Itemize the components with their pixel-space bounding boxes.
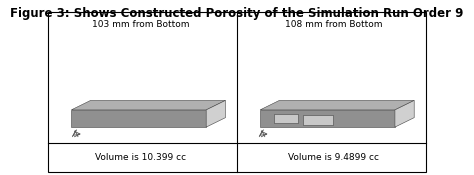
Polygon shape xyxy=(260,110,395,127)
Text: Volume is 10.399 cc: Volume is 10.399 cc xyxy=(95,153,186,162)
Polygon shape xyxy=(206,100,226,127)
Text: 103 mm from Bottom: 103 mm from Bottom xyxy=(92,20,190,29)
Text: Figure 3: Shows Constructed Porosity of the Simulation Run Order 9: Figure 3: Shows Constructed Porosity of … xyxy=(10,6,464,20)
Text: 108 mm from Bottom: 108 mm from Bottom xyxy=(284,20,382,29)
Polygon shape xyxy=(395,100,414,127)
Polygon shape xyxy=(274,114,298,123)
Text: Volume is 9.4899 cc: Volume is 9.4899 cc xyxy=(288,153,379,162)
Polygon shape xyxy=(72,110,206,127)
Polygon shape xyxy=(72,100,226,110)
Polygon shape xyxy=(303,115,333,125)
Polygon shape xyxy=(260,100,414,110)
